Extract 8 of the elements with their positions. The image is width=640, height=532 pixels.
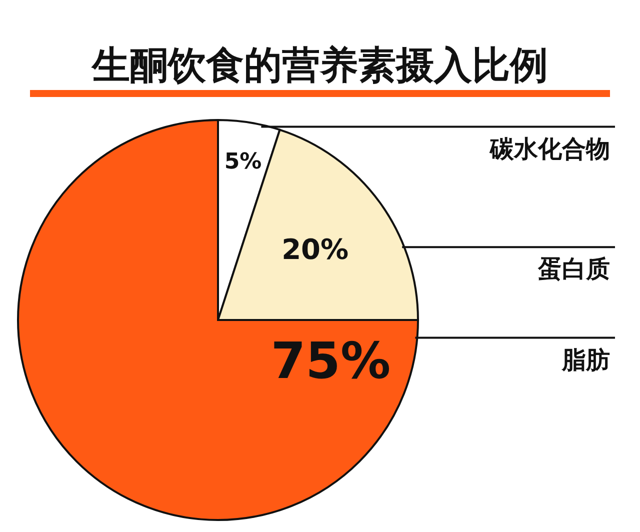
data-label: 20% bbox=[282, 232, 349, 266]
chart-title: 生酮饮食的营养素摄入比例 bbox=[91, 43, 548, 87]
data-label: 5% bbox=[224, 149, 262, 174]
slice-label: 脂肪 bbox=[561, 346, 610, 374]
slice-label: 蛋白质 bbox=[537, 255, 610, 284]
data-label: 75% bbox=[270, 332, 391, 390]
slice-label: 碳水化合物 bbox=[489, 134, 610, 163]
pie-slice bbox=[17, 119, 419, 521]
